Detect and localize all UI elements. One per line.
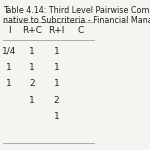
- Text: 1: 1: [29, 96, 35, 105]
- Text: 1: 1: [29, 47, 35, 56]
- Text: I: I: [8, 26, 10, 35]
- Text: 1: 1: [54, 47, 59, 56]
- Text: 1/4: 1/4: [2, 47, 16, 56]
- Text: 1: 1: [29, 63, 35, 72]
- Text: native to Subcriteria - Financial Manag: native to Subcriteria - Financial Manag: [3, 16, 150, 25]
- Text: C: C: [78, 26, 84, 35]
- Text: R+I: R+I: [48, 26, 64, 35]
- Text: 2: 2: [54, 96, 59, 105]
- Text: Table 4.14: Third Level Pairwise Comparis: Table 4.14: Third Level Pairwise Compari…: [3, 6, 150, 15]
- Text: 1: 1: [54, 63, 59, 72]
- Text: 1: 1: [54, 79, 59, 88]
- Text: 1: 1: [54, 112, 59, 121]
- Text: 1: 1: [6, 63, 12, 72]
- Text: 2: 2: [29, 79, 34, 88]
- Text: 1: 1: [6, 79, 12, 88]
- Text: R+C: R+C: [22, 26, 42, 35]
